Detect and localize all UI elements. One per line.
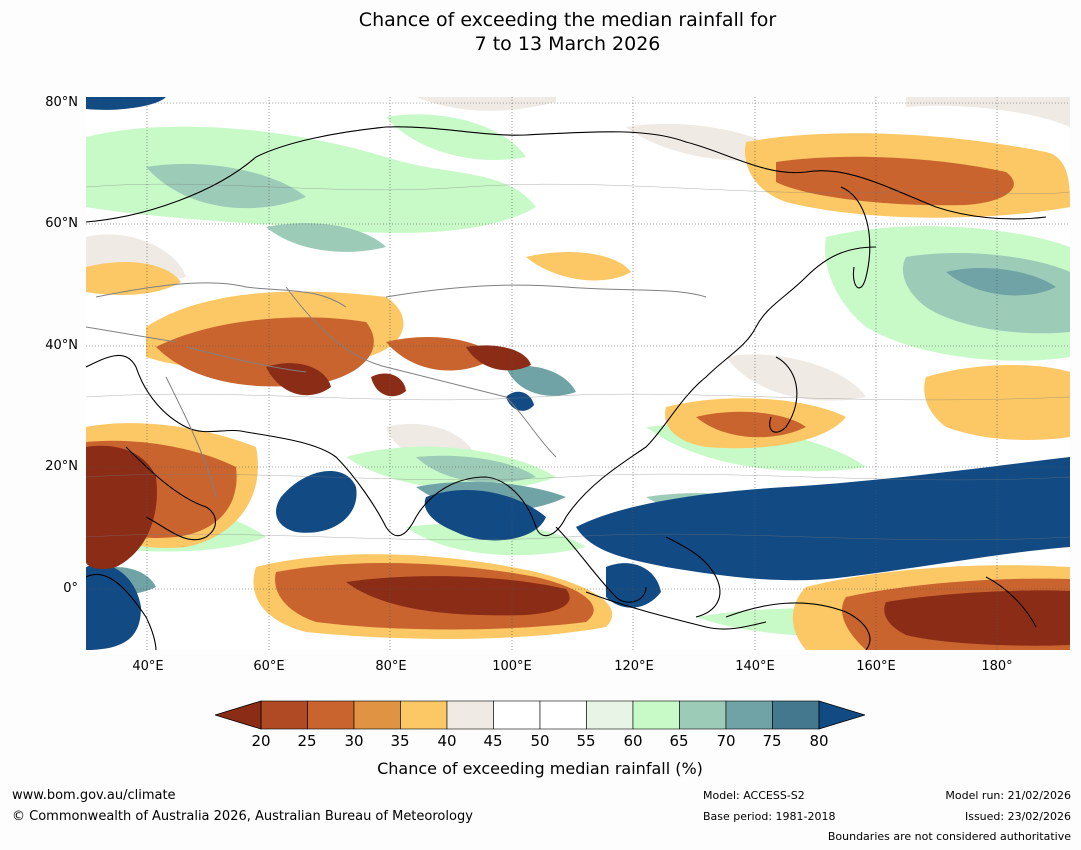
colorbar-tick-30: 30	[344, 732, 364, 750]
colorbar-tick-70: 70	[716, 732, 736, 750]
colorbar	[215, 700, 865, 730]
lon-label-180: 180°	[981, 659, 1013, 674]
colorbar-tick-50: 50	[530, 732, 550, 750]
lon-label-160e: 160°E	[856, 659, 896, 674]
colorbar-segment-30-35	[353, 700, 401, 730]
colorbar-segment-40-45	[446, 700, 494, 730]
colorbar-tick-20: 20	[251, 732, 271, 750]
lat-label-40n: 40°N	[45, 338, 78, 353]
colorbar-tick-25: 25	[297, 732, 317, 750]
colorbar-segment-35-40	[400, 700, 448, 730]
colorbar-tick-75: 75	[762, 732, 782, 750]
colorbar-segment-60-65	[632, 700, 680, 730]
copyright-notice: © Commonwealth of Australia 2026, Austra…	[12, 809, 473, 824]
colorbar-segment-20-25	[260, 700, 308, 730]
boundaries-disclaimer: Boundaries are not considered authoritat…	[827, 830, 1071, 843]
colorbar-over-arrow	[818, 700, 865, 730]
colorbar-segment-25-30	[307, 700, 355, 730]
very-wet-zones	[86, 97, 1070, 650]
map-title-line1: Chance of exceeding the median rainfall …	[358, 9, 777, 31]
colorbar-tick-55: 55	[576, 732, 596, 750]
above-median-mid-zones	[146, 163, 1070, 526]
lat-label-20n: 20°N	[45, 459, 78, 474]
model-name: Model: ACCESS-S2	[703, 789, 805, 802]
colorbar-segment-50-55	[539, 700, 587, 730]
rainfall-map	[86, 97, 1070, 650]
lon-label-100e: 100°E	[492, 659, 532, 674]
colorbar-tick-65: 65	[669, 732, 689, 750]
lat-label-equator: 0°	[63, 581, 78, 596]
rainfall-map-canvas	[86, 97, 1070, 650]
map-title-line2: 7 to 13 March 2026	[474, 33, 661, 55]
colorbar-segment-65-70	[679, 700, 727, 730]
colorbar-segments	[260, 700, 820, 730]
colorbar-segment-70-75	[725, 700, 773, 730]
very-dry-zones	[86, 345, 1070, 646]
lon-label-120e: 120°E	[614, 659, 654, 674]
colorbar-label: Chance of exceeding median rainfall (%)	[377, 759, 703, 778]
colorbar-segment-45-50	[493, 700, 541, 730]
colorbar-tick-45: 45	[483, 732, 503, 750]
base-period: Base period: 1981-2018	[703, 810, 836, 823]
map-title: Chance of exceeding the median rainfall …	[0, 8, 1081, 56]
lon-label-80e: 80°E	[375, 659, 407, 674]
issued-date: Issued: 23/02/2026	[964, 810, 1071, 823]
website-link[interactable]: www.bom.gov.au/climate	[12, 788, 176, 803]
colorbar-tick-40: 40	[437, 732, 457, 750]
model-run-date: Model run: 21/02/2026	[945, 789, 1071, 802]
colorbar-segment-75-80	[772, 700, 820, 730]
lat-label-60n: 60°N	[45, 216, 78, 231]
colorbar-tick-80: 80	[809, 732, 829, 750]
lat-label-80n: 80°N	[45, 95, 78, 110]
colorbar-under-arrow	[215, 700, 262, 730]
lon-label-40e: 40°E	[132, 659, 164, 674]
lon-label-140e: 140°E	[735, 659, 775, 674]
country-borders	[86, 282, 707, 498]
colorbar-tick-35: 35	[390, 732, 410, 750]
lon-label-60e: 60°E	[253, 659, 285, 674]
coastlines	[86, 126, 1047, 650]
colorbar-tick-60: 60	[623, 732, 643, 750]
colorbar-segment-55-60	[586, 700, 634, 730]
graticule	[86, 97, 1070, 650]
probability-contours	[86, 183, 1070, 541]
